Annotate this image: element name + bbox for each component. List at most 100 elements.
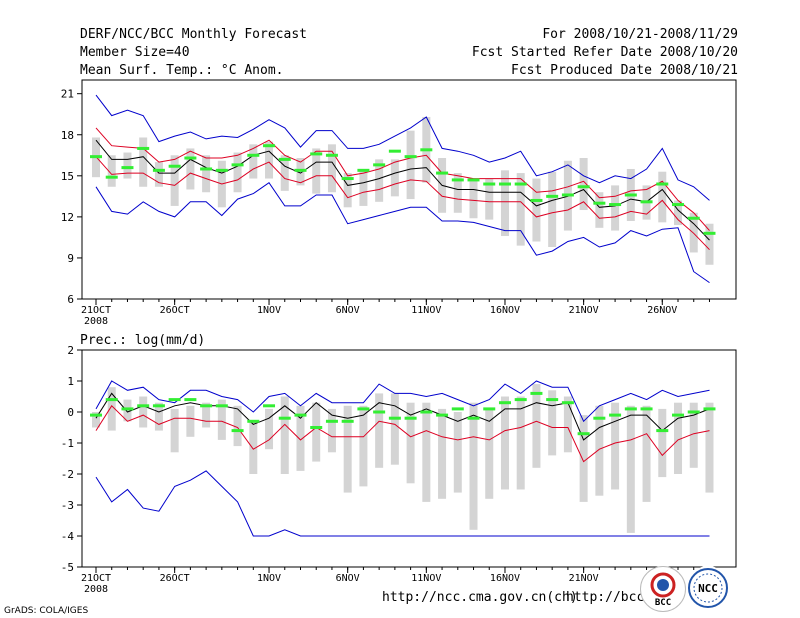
temp-median-mark-8 [215, 168, 228, 172]
temp-box-5 [170, 155, 179, 206]
ncc-logo-icon: NCC [688, 568, 728, 608]
prec-box-12 [280, 396, 289, 474]
prec-ytick-label-2: 2 [67, 344, 74, 357]
bcc-logo-icon: BCC [650, 572, 676, 608]
temp-median-mark-2 [121, 166, 134, 170]
grads-credit: GrADS: COLA/IGES [4, 606, 89, 616]
prec-median-mark-31 [577, 432, 590, 436]
prec-box-7 [202, 402, 211, 428]
prec-box-22 [438, 408, 447, 499]
temp-ytick-label-6: 6 [67, 293, 74, 306]
temp-median-mark-5 [168, 164, 181, 168]
temp-box-24 [469, 178, 478, 219]
temp-xtick-label-11NOV: 11NOV [411, 305, 441, 316]
prec-median-mark-17 [357, 407, 370, 411]
temp-median-mark-29 [546, 194, 559, 198]
prec-ytick-label-1: 1 [67, 375, 74, 388]
temp-median-mark-19 [388, 149, 401, 153]
prec-box-25 [485, 408, 494, 499]
prec-xtick-label-6NOV: 6NOV [336, 573, 360, 584]
prec-ytick-label--4: -4 [61, 530, 75, 543]
temp-ytick-label-18: 18 [61, 129, 74, 142]
prec-ytick-label--1: -1 [61, 437, 74, 450]
prec-box-14 [312, 402, 321, 462]
temp-xtick-label-26NOV: 26NOV [647, 305, 677, 316]
prec-ytick-label--3: -3 [61, 499, 74, 512]
prec-box-2 [123, 399, 132, 422]
temp-median-mark-21 [420, 148, 433, 152]
temp-frame [81, 79, 737, 300]
temp-median-mark-18 [373, 163, 386, 167]
prec-box-18 [375, 393, 384, 468]
prec-mean-line [95, 392, 710, 441]
temp-median-mark-0 [90, 155, 102, 159]
prec-box-33 [611, 402, 620, 490]
prec-median-mark-11 [263, 404, 276, 408]
temp-median-mark-13 [294, 168, 307, 172]
temp-median-mark-34 [624, 193, 637, 197]
prec-median-mark-13 [294, 413, 307, 417]
prec-xtick-label-16NOV: 16NOV [490, 573, 520, 584]
start-date-label: Fcst Started Refer Date 2008/10/20 [471, 45, 738, 60]
temp-median-mark-26 [498, 182, 511, 186]
ncc-logo-text: NCC [698, 582, 718, 595]
prec-box-9 [233, 405, 242, 447]
prec-median-mark-36 [656, 429, 669, 433]
temp-median-mark-23 [451, 178, 464, 182]
prec-median-mark-23 [451, 407, 464, 411]
temp-xtick-label-21NOV: 21NOV [569, 305, 599, 316]
temp-ytick-label-21: 21 [61, 88, 74, 101]
temp-box-31 [579, 158, 588, 211]
temp-box-33 [611, 185, 620, 231]
prec-median-mark-21 [420, 410, 433, 414]
prec-median-mark-15 [325, 419, 338, 423]
temp-median-mark-1 [105, 175, 118, 179]
temp-box-29 [548, 171, 557, 247]
prec-median-mark-27 [514, 398, 527, 402]
prec-panel: -5 -4 -3 -2 -1 0 1 2 21OCT 26OCT 1NOV 6NOV 11NOV 16NO… [61, 344, 737, 595]
prec-box-32 [595, 405, 604, 496]
temp-box-19 [390, 159, 399, 197]
prec-box-17 [359, 405, 368, 487]
prec-box-23 [453, 412, 462, 493]
prec-xtick-label-21NOV: 21NOV [569, 573, 599, 584]
temp-ytick-label-9: 9 [67, 252, 74, 265]
prec-xtick-label-21OCT: 21OCT [81, 573, 111, 584]
temp-median-mark-35 [640, 200, 653, 204]
prec-median-mark-38 [687, 410, 700, 414]
temp-box-37 [674, 200, 683, 226]
temp-median-mark-33 [609, 203, 622, 207]
temp-box-7 [202, 155, 211, 193]
prec-median-mark-19 [388, 416, 401, 420]
prec-box-4 [154, 402, 163, 431]
prec-box-10 [249, 421, 258, 474]
temp-xtick-label-1NOV: 1NOV [257, 305, 281, 316]
temp-box-3 [139, 137, 148, 187]
temp-xtick-label-26OCT: 26OCT [160, 305, 190, 316]
temp-p-lower-line [95, 156, 710, 251]
temp-median-mark-10 [247, 153, 260, 157]
temp-xtick-label-16NOV: 16NOV [490, 305, 520, 316]
temp-median-mark-37 [672, 203, 685, 207]
prec-median-mark-29 [546, 398, 559, 402]
prec-box-11 [265, 408, 274, 450]
prec-year-label: 2008 [84, 584, 108, 595]
prec-median-mark-0 [90, 413, 102, 417]
temp-median-mark-39 [703, 231, 716, 235]
prec-median-mark-33 [609, 413, 622, 417]
temp-box-9 [233, 152, 242, 193]
prec-median-mark-35 [640, 407, 653, 411]
temp-box-20 [406, 130, 415, 200]
prec-median-mark-18 [373, 410, 386, 414]
temp-xtick-label-6NOV: 6NOV [336, 305, 360, 316]
temp-median-mark-20 [404, 155, 417, 159]
prec-median-mark-14 [310, 426, 323, 429]
temp-panel: 6 9 12 15 18 21 21OCT 26OCT 1NOV 6NOV 11NOV 16NOV 21… [61, 79, 737, 327]
temp-box-14 [312, 148, 321, 194]
temp-box-15 [327, 144, 336, 193]
bcc-url: http://bcc.c [566, 590, 660, 605]
prec-median-mark-28 [530, 391, 543, 395]
variable-label: Mean Surf. Temp.: °C Anom. [80, 63, 284, 78]
